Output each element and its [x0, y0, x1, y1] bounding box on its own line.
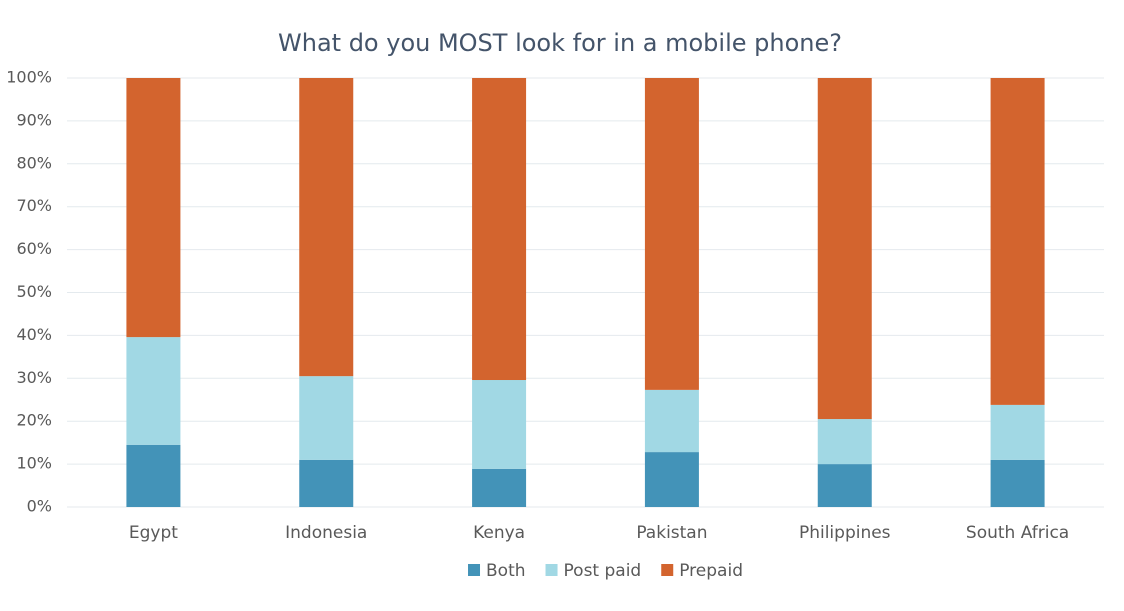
legend-swatch: [468, 564, 481, 576]
x-tick-label: Indonesia: [285, 523, 367, 543]
y-tick-label: 70%: [16, 196, 52, 215]
y-tick-label: 90%: [16, 110, 52, 129]
bar-segment: [299, 78, 354, 377]
legend-label: Post paid: [564, 561, 642, 581]
y-tick-label: 40%: [16, 325, 52, 344]
x-tick-label: Pakistan: [636, 523, 707, 543]
x-tick-label: Philippines: [799, 523, 891, 543]
x-tick-label: South Africa: [966, 523, 1069, 543]
bar-segment: [126, 337, 181, 445]
bar-segment: [817, 464, 872, 507]
chart-title: What do you MOST look for in a mobile ph…: [278, 29, 842, 57]
x-tick-label: Egypt: [129, 523, 178, 543]
legend-swatch: [661, 564, 674, 576]
bar-segment: [472, 78, 527, 381]
y-tick-label: 100%: [6, 68, 52, 87]
bar-segment: [644, 452, 699, 507]
bar-segment: [472, 380, 527, 469]
bar-segment: [990, 78, 1045, 405]
bar-segment: [990, 404, 1045, 460]
y-tick-label: 0%: [27, 497, 52, 516]
bar-segment: [817, 419, 872, 465]
bar-segment: [644, 78, 699, 390]
bar-segment: [299, 459, 354, 507]
y-tick-label: 10%: [16, 454, 52, 473]
x-tick-label: Kenya: [473, 523, 525, 543]
legend-label: Prepaid: [679, 561, 743, 581]
legend-swatch: [545, 564, 558, 576]
bar-segment: [817, 78, 872, 420]
bar-segment: [126, 78, 181, 338]
bar-segment: [644, 389, 699, 453]
y-tick-label: 20%: [16, 411, 52, 430]
legend-label: Both: [486, 561, 526, 581]
bar-segment: [299, 376, 354, 460]
bar-segment: [990, 459, 1045, 507]
y-tick-label: 60%: [16, 239, 52, 258]
y-tick-label: 30%: [16, 368, 52, 387]
y-tick-label: 80%: [16, 153, 52, 172]
bar-segment: [472, 468, 527, 507]
y-tick-label: 50%: [16, 282, 52, 301]
bar-segment: [126, 444, 181, 507]
